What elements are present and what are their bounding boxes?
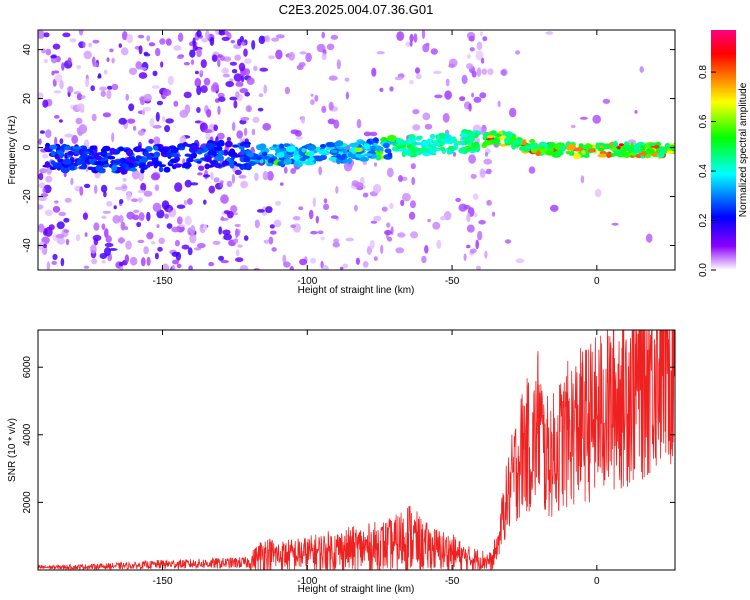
spectrogram-y-tick-label: 40 xyxy=(22,44,33,56)
spectrogram-y-tick-label: -20 xyxy=(22,189,33,204)
colorbar-tick-label: 0.6 xyxy=(698,114,709,128)
snr-y-tick-label: 2000 xyxy=(22,491,33,514)
colorbar-tick-label: 0.8 xyxy=(698,65,709,79)
spectrogram-x-tick-label: 0 xyxy=(594,276,600,287)
snr-y-axis-label: SNR (10 * v/v) xyxy=(7,418,18,482)
snr-x-axis-label: Height of straight line (km) xyxy=(298,584,415,595)
spectrogram-x-axis-label: Height of straight line (km) xyxy=(298,285,415,296)
spectrogram-y-axis-label: Frequency (Hz) xyxy=(7,116,18,185)
snr-x-tick-label: -100 xyxy=(297,576,317,587)
snr-frame xyxy=(37,329,676,571)
spectrogram-panel: -150 -100 -50 0 -40 -20 0 20 40 Height of straig… xyxy=(7,29,676,296)
spectrogram-y-tick-label: 0 xyxy=(22,144,33,150)
snr-y-tick-label: 4000 xyxy=(22,423,33,446)
snr-marks xyxy=(38,330,675,570)
spectrogram-frame xyxy=(37,29,676,271)
spectrogram-ridge xyxy=(42,129,675,175)
snr-x-tick-label: -150 xyxy=(152,576,172,587)
colorbar-gradient xyxy=(711,30,736,270)
snr-series-line xyxy=(38,330,675,570)
colorbar-label: Normalized spectral amplitude xyxy=(738,82,749,217)
spectrogram-x-tick-label: -100 xyxy=(297,276,317,287)
colorbar-tick-label: 0.0 xyxy=(698,263,709,277)
spectrogram-x-tick-label: -150 xyxy=(152,276,172,287)
snr-y-tick-label: 6000 xyxy=(22,356,33,379)
spectrogram-marks xyxy=(38,30,675,270)
colorbar-tick-label: 0.2 xyxy=(698,213,709,227)
snr-panel: -150 -100 -50 0 2000 4000 6000 Height of strai… xyxy=(7,329,676,595)
snr-x-tick-label: 0 xyxy=(594,576,600,587)
colorbar-tick-label: 0.4 xyxy=(698,164,709,178)
snr-ticks: -150 -100 -50 0 2000 4000 6000 xyxy=(22,330,675,587)
snr-x-tick-label: -50 xyxy=(445,576,460,587)
colorbar: 0.0 0.2 0.4 0.6 0.8 Normalized spectral ampl… xyxy=(698,30,749,277)
chart-title: C2E3.2025.004.07.36.G01 xyxy=(279,2,434,17)
spectrogram-y-tick-label: -40 xyxy=(22,238,33,253)
colorbar-ticks: 0.0 0.2 0.4 0.6 0.8 xyxy=(698,65,716,277)
spectrogram-ticks: -150 -100 -50 0 -40 -20 0 20 40 xyxy=(22,30,675,287)
spectrogram-y-tick-label: 20 xyxy=(22,93,33,105)
spectrogram-x-tick-label: -50 xyxy=(445,276,460,287)
